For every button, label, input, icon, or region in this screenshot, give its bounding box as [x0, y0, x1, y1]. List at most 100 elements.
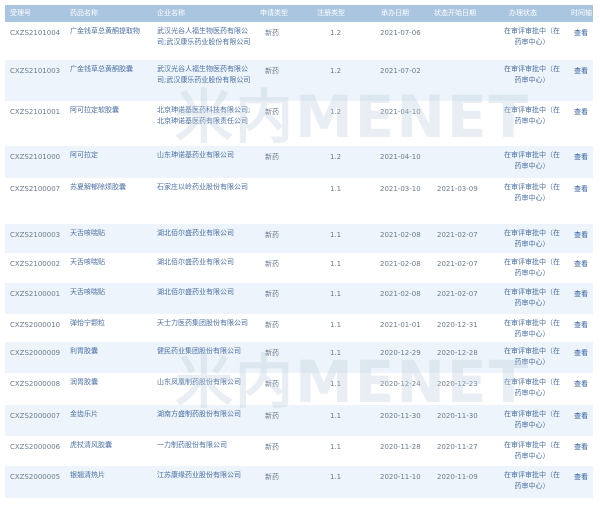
status-start-date: 2021-02-07: [437, 290, 478, 298]
drug-name: 天舌咳喘贴: [70, 288, 105, 296]
accept-date: 2020-12-24: [380, 380, 421, 388]
accept-date: 2021-07-02: [380, 67, 421, 75]
view-link[interactable]: 查看: [574, 108, 588, 116]
acceptance-no: CXZS2000009: [10, 349, 61, 357]
status: 在审评审批中（在药审中心）: [504, 471, 560, 490]
view-link[interactable]: 查看: [574, 473, 588, 481]
status: 在审评审批中（在药审中心）: [504, 27, 560, 46]
status: 在审评审批中（在药审中心）: [504, 106, 560, 125]
accept-date: 2021-04-10: [380, 153, 421, 161]
application-type: 新药: [265, 153, 279, 161]
table-row: CXZS2101000 阿可拉定 山东珅诺基药业有限公司 新药 1.2 2021-04-1…: [5, 146, 593, 178]
application-type: 新药: [265, 29, 279, 37]
drug-name: 弹怡宁颗粒: [70, 319, 105, 327]
status: 在审评审批中（在药审中心）: [504, 410, 560, 429]
drug-name: 虎杖清风胶囊: [70, 441, 112, 449]
table-row: CXZS2100002 天舌咳喘贴 湖北佰尔盛药业有限公司 新药 1.1 2021-02-…: [5, 253, 593, 283]
drug-name: 银翘清热片: [70, 471, 105, 479]
registration-type: 1.1: [330, 349, 342, 357]
accept-date: 2021-01-01: [380, 321, 421, 329]
status: 在审评审批中（在药审中心）: [504, 378, 560, 397]
view-link[interactable]: 查看: [574, 349, 588, 357]
company-name: 湖北佰尔盛药业有限公司: [157, 288, 234, 296]
view-link[interactable]: 查看: [574, 443, 588, 451]
status-start-date: 2020-11-09: [437, 473, 478, 481]
header-company: 企业名称: [157, 9, 185, 17]
view-link[interactable]: 查看: [574, 153, 588, 161]
view-link[interactable]: 查看: [574, 380, 588, 388]
application-type: 新药: [265, 412, 279, 420]
header-drug: 药品名称: [70, 9, 98, 17]
acceptance-no: CXZS2101000: [10, 153, 61, 161]
status: 在审评审批中（在药审中心）: [504, 319, 560, 338]
table-row: CXZS2100007 苏夏解郁除烦胶囊 石家庄以岭药业股份有限公司 1.1 2021-…: [5, 178, 593, 224]
registration-type: 1.1: [330, 321, 342, 329]
header-status: 办理状态: [509, 9, 537, 17]
status: 在审评审批中（在药审中心）: [504, 183, 560, 202]
status: 在审评审批中（在药审中心）: [504, 288, 560, 307]
application-type: 新药: [265, 443, 279, 451]
registration-type: 1.2: [330, 29, 342, 37]
view-link[interactable]: 查看: [574, 67, 588, 75]
table-row: CXZS2000006 虎杖清风胶囊 一力制药股份有限公司 新药 1.1 2020-11-…: [5, 436, 593, 466]
header-type: 申请类型: [260, 9, 288, 17]
table-row: CXZS2000010 弹怡宁颗粒 天士力医药集团股份有限公司 新药 1.1 2021-0…: [5, 314, 593, 342]
acceptance-no: CXZS2000008: [10, 380, 61, 388]
status-start-date: 2020-12-31: [437, 321, 478, 329]
status-start-date: 2021-03-09: [437, 185, 478, 193]
view-link[interactable]: 查看: [574, 231, 588, 239]
acceptance-no: CXZS2000006: [10, 443, 61, 451]
drug-name: 苏夏解郁除烦胶囊: [70, 183, 126, 191]
company-name: 武汉光谷人福生物医药有限公司;武汉康乐药业股份有限公司: [157, 65, 251, 84]
accept-date: 2020-11-10: [380, 473, 421, 481]
drug-name: 利胃胶囊: [70, 347, 98, 355]
registration-type: 1.1: [330, 473, 342, 481]
application-type: 新药: [265, 260, 279, 268]
view-link[interactable]: 查看: [574, 290, 588, 298]
status-start-date: 2020-12-23: [437, 380, 478, 388]
status-start-date: 2020-11-27: [437, 443, 478, 451]
company-name: 湖北佰尔盛药业有限公司: [157, 258, 234, 266]
application-type: 新药: [265, 108, 279, 116]
accept-date: 2020-11-28: [380, 443, 421, 451]
view-link[interactable]: 查看: [574, 185, 588, 193]
accept-date: 2021-02-08: [380, 231, 421, 239]
view-link[interactable]: 查看: [574, 321, 588, 329]
status: 在审评审批中（在药审中心）: [504, 347, 560, 366]
company-name: 山东凤凰制药股份有限公司: [157, 378, 241, 386]
view-link[interactable]: 查看: [574, 412, 588, 420]
acceptance-no: CXZS2100002: [10, 260, 61, 268]
table-row: CXZS2100001 天舌咳喘贴 湖北佰尔盛药业有限公司 新药 1.1 2021-02-…: [5, 283, 593, 314]
application-type: 新药: [265, 67, 279, 75]
acceptance-no: CXZS2101004: [10, 29, 61, 37]
company-name: 健民药业集团股份有限公司: [157, 347, 241, 355]
drug-name: 阿可拉定: [70, 151, 98, 159]
company-name: 湖南方盛制药股份有限公司: [157, 410, 241, 418]
application-type: 新药: [265, 380, 279, 388]
application-type: 新药: [265, 231, 279, 239]
view-link[interactable]: 查看: [574, 29, 588, 37]
drug-name: 天舌咳喘贴: [70, 229, 105, 237]
acceptance-no: CXZS2000010: [10, 321, 61, 329]
header-timeline: 时间轴: [571, 9, 592, 17]
drug-name: 润胃胶囊: [70, 378, 98, 386]
table-row: CXZS2000009 利胃胶囊 健民药业集团股份有限公司 新药 1.1 2020-12-…: [5, 342, 593, 373]
view-link[interactable]: 查看: [574, 260, 588, 268]
drug-name: 阿可拉定软胶囊: [70, 106, 119, 114]
company-name: 湖北佰尔盛药业有限公司: [157, 229, 234, 237]
acceptance-no: CXZS2100003: [10, 231, 61, 239]
table-row: CXZS2101003 广金钱草总黄酮胶囊 武汉光谷人福生物医药有限公司;武汉康乐药…: [5, 60, 593, 101]
registration-type: 1.1: [330, 443, 342, 451]
table-row: CXZS2101001 阿可拉定软胶囊 北京珅诺基医药科技有限公司;北京珅诺基医药有…: [5, 101, 593, 146]
status: 在审评审批中（在药审中心）: [504, 65, 560, 84]
registration-type: 1.1: [330, 380, 342, 388]
application-type: 新药: [265, 349, 279, 357]
registration-type: 1.1: [330, 231, 342, 239]
drug-name: 广金钱草总黄酮胶囊: [70, 65, 133, 73]
drug-name: 金齿乐片: [70, 410, 98, 418]
application-type: 新药: [265, 473, 279, 481]
registration-type: 1.2: [330, 67, 342, 75]
status-start-date: 2021-02-07: [437, 231, 478, 239]
status: 在审评审批中（在药审中心）: [504, 258, 560, 277]
status: 在审评审批中（在药审中心）: [504, 229, 560, 248]
